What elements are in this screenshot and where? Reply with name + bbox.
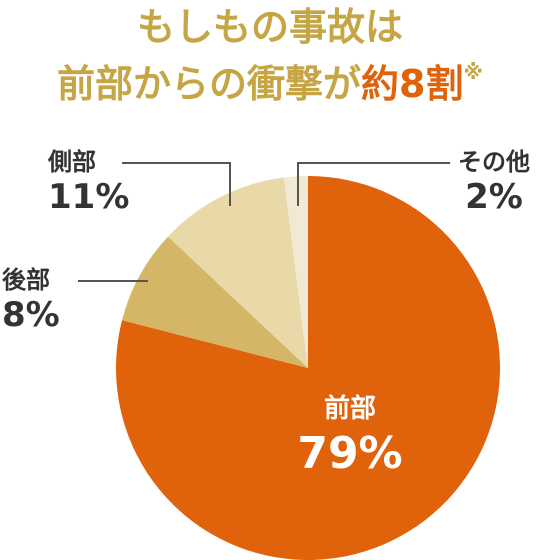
label-rear-name: 後部: [2, 266, 50, 294]
label-side-name: 側部: [48, 148, 96, 176]
chart-title-line2: 前部からの衝撃が約8割※: [0, 62, 540, 103]
chart-title-line1: もしもの事故は: [0, 8, 540, 46]
label-rear-value: 8%: [2, 295, 60, 335]
label-front-value: 79%: [297, 428, 403, 479]
pie-slice-side: [168, 177, 308, 368]
title-line2-accent: 約8割: [361, 62, 464, 106]
leader-lines: [78, 162, 450, 282]
label-other-name: その他: [458, 148, 530, 176]
leader-line-side: [122, 162, 231, 206]
pie-slices: [115, 176, 500, 560]
pie-slice-rear: [122, 236, 308, 368]
title-line1-text: もしもの事故は: [136, 5, 403, 49]
pie-slice-other: [283, 176, 308, 368]
label-other-value: 2%: [465, 177, 523, 217]
pie-slice-front: [115, 176, 500, 560]
label-front-name: 前部: [323, 394, 376, 424]
label-other: その他 2%: [458, 150, 530, 214]
title-line2-prefix: 前部からの衝撃が: [57, 62, 362, 106]
leader-line-other: [297, 162, 450, 206]
title-note-mark: ※: [463, 60, 483, 84]
label-side-value: 11%: [48, 177, 130, 217]
label-rear: 後部 8%: [2, 268, 60, 332]
label-front: 前部 79%: [290, 396, 410, 476]
label-side: 側部 11%: [48, 150, 129, 214]
